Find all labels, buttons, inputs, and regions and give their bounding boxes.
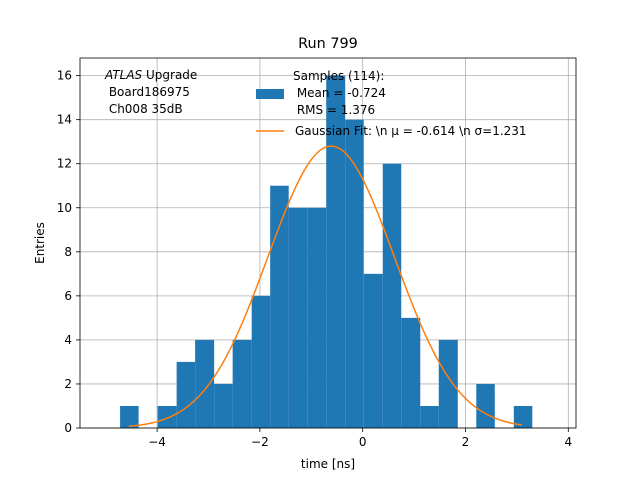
- histogram-bar-4: [195, 339, 215, 428]
- y-axis-ticks: 0 2 4 6 8 10 12 14 16: [57, 69, 80, 435]
- annotation-line-1: ATLAS Upgrade: [104, 68, 197, 82]
- y-tick-label-2: 4: [64, 333, 72, 347]
- x-tick-label-2: 0: [359, 435, 367, 449]
- atlas-annotation: ATLAS Upgrade Board186975 Ch008 35dB: [104, 68, 197, 116]
- x-axis-ticks: −4 −2 0 2 4: [148, 428, 572, 449]
- legend-samples-line-2: Mean = -0.724: [293, 86, 386, 100]
- histogram-bar-7: [251, 295, 271, 428]
- annotation-italic-word: ATLAS: [104, 68, 143, 82]
- histogram-bar-6: [232, 339, 252, 428]
- histogram-bars: [120, 75, 533, 429]
- legend-samples-line-3: RMS = 1.376: [293, 103, 375, 117]
- annotation-line-1-rest: Upgrade: [142, 68, 197, 82]
- y-tick-label-3: 6: [64, 289, 72, 303]
- histogram-bar-2: [157, 405, 177, 428]
- x-axis-label: time [ns]: [301, 457, 355, 471]
- legend-samples-line-1: Samples (114):: [293, 69, 384, 83]
- histogram-bar-3: [176, 361, 196, 428]
- histogram-bar-5: [214, 383, 233, 428]
- histogram-bar-9: [288, 207, 308, 428]
- histogram-bar-15: [401, 317, 421, 428]
- y-tick-label-4: 8: [64, 245, 72, 259]
- axes-frame: [79, 57, 577, 429]
- x-tick-label-1: −2: [251, 435, 269, 449]
- y-tick-label-6: 12: [57, 157, 72, 171]
- histogram-bar-14: [382, 163, 402, 428]
- x-tick-label-4: 4: [564, 435, 572, 449]
- histogram-bar-13: [363, 273, 383, 428]
- legend: Samples (114): Mean = -0.724 RMS = 1.376…: [256, 69, 527, 138]
- histogram-bar-12: [345, 119, 364, 429]
- annotation-line-3: Ch008 35dB: [105, 102, 183, 116]
- x-tick-label-0: −4: [148, 435, 166, 449]
- y-tick-label-8: 16: [57, 69, 72, 83]
- histogram-bar-11: [326, 75, 346, 428]
- chart-title: Run 799: [298, 36, 358, 52]
- y-tick-label-7: 14: [57, 113, 72, 127]
- gaussian-fit-curve: [128, 145, 523, 428]
- y-tick-label-1: 2: [64, 377, 72, 391]
- histogram-bar-19: [476, 383, 495, 428]
- annotation-line-2: Board186975: [105, 85, 190, 99]
- histogram-bar-16: [420, 405, 439, 428]
- y-axis-label: Entries: [33, 222, 47, 264]
- histogram-bar-17: [438, 339, 458, 428]
- x-tick-label-3: 2: [462, 435, 470, 449]
- legend-swatch-samples: [256, 89, 284, 99]
- histogram-bar-0: [120, 405, 139, 428]
- histogram-bar-21: [513, 405, 533, 428]
- histogram-bar-10: [307, 207, 327, 428]
- histogram-bar-8: [270, 185, 289, 428]
- y-tick-label-0: 0: [64, 421, 72, 435]
- legend-fit-label: Gaussian Fit: \n μ = -0.614 \n σ=1.231: [295, 124, 527, 138]
- y-tick-label-5: 10: [57, 201, 72, 215]
